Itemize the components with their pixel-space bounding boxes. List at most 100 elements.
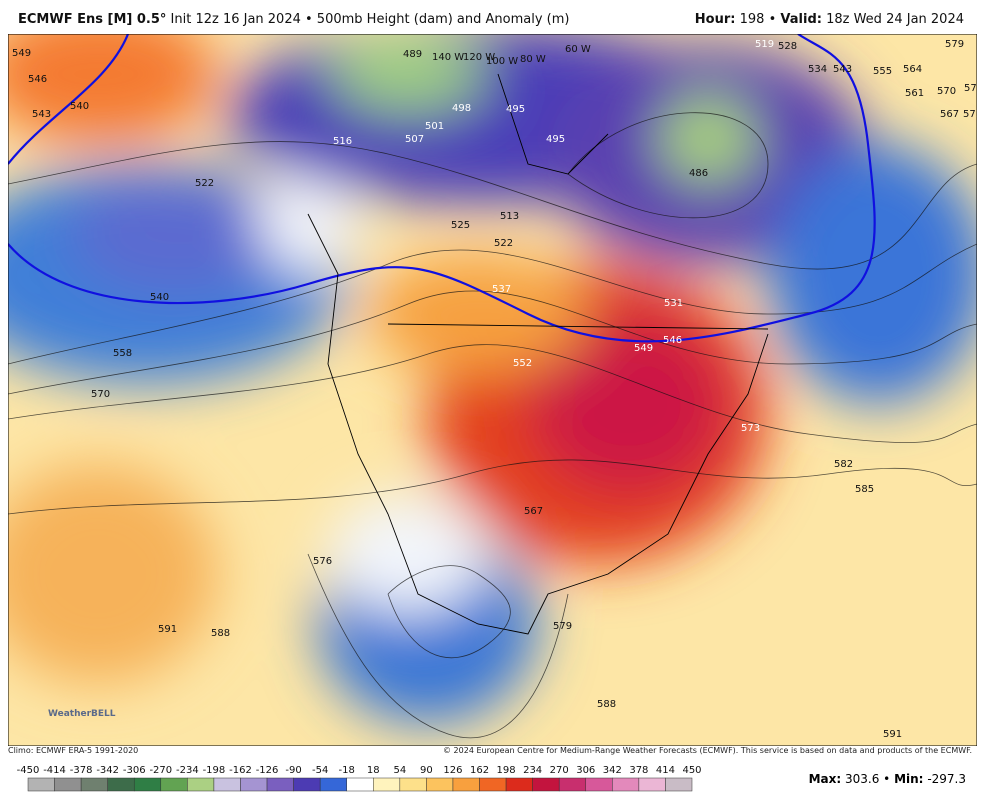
contour-label: 567 — [940, 109, 959, 120]
contour-label: 588 — [597, 699, 616, 710]
climo: Climo: ECMWF ERA-5 1991-2020 — [8, 746, 139, 755]
colorbar-tick-label: -342 — [96, 765, 119, 776]
colorbar-swatch — [133, 777, 162, 792]
separator: • — [883, 772, 891, 786]
colorbar-swatch — [612, 777, 640, 792]
contour-label: 546 — [28, 74, 47, 85]
colorbar-swatch — [532, 777, 560, 792]
valid-label: Valid: — [780, 12, 822, 27]
colorbar-tick-label: -414 — [43, 765, 66, 776]
colorbar-swatch — [399, 777, 427, 792]
contour-label: 501 — [425, 121, 444, 132]
copyright: © 2024 European Centre for Medium-Range … — [443, 746, 972, 755]
colorbar-swatch — [558, 777, 587, 792]
contour-label: 537 — [492, 284, 511, 295]
contour-label: 498 — [452, 103, 471, 114]
model: ECMWF Ens [M] 0.5° — [18, 12, 167, 27]
contour-label: 555 — [873, 66, 892, 77]
colorbar-tick-label: 126 — [443, 765, 462, 776]
height-contours — [8, 112, 977, 739]
subtitle: Init 12z 16 Jan 2024 • 500mb Height (dam… — [170, 12, 570, 27]
colorbar-tick-label: -54 — [312, 765, 328, 776]
contour-label: 543 — [32, 109, 51, 120]
contour-label: 495 — [506, 104, 525, 115]
contour-label: 513 — [500, 211, 519, 222]
hour: 198 — [739, 12, 765, 27]
contour-label: 540 — [150, 292, 169, 303]
colorbar-swatch — [585, 777, 613, 792]
colorbar-swatch — [293, 777, 321, 792]
colorbar-swatch — [240, 777, 268, 792]
colorbar-tick-label: -198 — [203, 765, 226, 776]
contour-label: 561 — [905, 88, 924, 99]
contour-label: 528 — [778, 41, 797, 52]
stats: Max: 303.6 • Min: -297.3 — [809, 772, 966, 786]
contour-label: 80 W — [520, 54, 546, 65]
colorbar-tick-label: 378 — [629, 765, 648, 776]
contour-label: 522 — [195, 178, 214, 189]
contour-label: 591 — [158, 624, 177, 635]
colorbar-tick-label: -378 — [70, 765, 93, 776]
contour-label: 579 — [553, 621, 572, 632]
contour-label: 519 — [755, 39, 774, 50]
colorbar-tick-label: 90 — [420, 765, 433, 776]
contour-label: 591 — [883, 729, 902, 740]
colorbar-tick-label: -18 — [339, 765, 355, 776]
max: 303.6 — [844, 772, 880, 786]
colorbar-swatch — [479, 777, 507, 792]
contour-label: 489 — [403, 49, 422, 60]
colorbar-swatch — [452, 777, 480, 792]
contour-label: 582 — [834, 459, 853, 470]
colorbar-swatch — [54, 777, 82, 792]
colorbar-swatch — [27, 777, 55, 792]
contour-label: 573 — [963, 109, 977, 120]
title: ECMWF Ens [M] 0.5° Init 12z 16 Jan 2024 … — [18, 12, 569, 27]
colorbar-tick-label: 270 — [550, 765, 569, 776]
colorbar-tick-label: 414 — [656, 765, 675, 776]
colorbar-tick-label: 450 — [682, 765, 701, 776]
contour-label: 60 W — [565, 44, 591, 55]
colorbar-tick-label: 306 — [576, 765, 595, 776]
logo: WeatherBELL — [48, 709, 116, 719]
valid: 18z Wed 24 Jan 2024 — [826, 12, 964, 27]
colorbar-tick-label: 54 — [393, 765, 406, 776]
colorbar-swatch — [665, 777, 693, 792]
colorbar-swatch — [213, 777, 241, 792]
contour-label: 531 — [664, 298, 683, 309]
contour-label: 570 — [91, 389, 110, 400]
contour-label: 567 — [524, 506, 543, 517]
contour-label: 573 — [741, 423, 760, 434]
colorbar-swatch — [638, 777, 666, 792]
colorbar-tick-label: 198 — [497, 765, 516, 776]
contour-label: 486 — [689, 168, 708, 179]
contour-label: 534 — [808, 64, 827, 75]
colorbar-swatch — [107, 777, 135, 792]
colorbar-tick-label: -270 — [149, 765, 172, 776]
contour-label: 588 — [211, 628, 230, 639]
valid-time: Hour: 198 • Valid: 18z Wed 24 Jan 2024 — [695, 12, 964, 27]
contour-label: 507 — [405, 134, 424, 145]
contour-label: 100 W — [486, 56, 518, 67]
contour-label: 549 — [12, 48, 31, 59]
colorbar-swatch — [426, 777, 454, 792]
separator: • — [768, 12, 777, 27]
contour-label: 546 — [663, 335, 682, 346]
colorbar-tick-label: -90 — [285, 765, 301, 776]
contour-label: 525 — [451, 220, 470, 231]
colorbar-swatch — [505, 777, 533, 792]
540-contour — [8, 34, 876, 343]
contour-label: 570 — [937, 86, 956, 97]
colorbar-tick-label: -306 — [123, 765, 146, 776]
contour-label: 543 — [833, 64, 852, 75]
borders — [307, 73, 769, 635]
contour-label: 516 — [333, 136, 352, 147]
colorbar-tick-label: 234 — [523, 765, 542, 776]
colorbar-tick-label: 162 — [470, 765, 489, 776]
colorbar-swatch — [346, 777, 374, 792]
anomaly-field — [8, 34, 977, 746]
contour-label: 585 — [855, 484, 874, 495]
contour-label: 140 W — [432, 52, 464, 63]
contour-label: 495 — [546, 134, 565, 145]
540-contour — [8, 34, 130, 165]
max-label: Max: — [808, 772, 842, 786]
